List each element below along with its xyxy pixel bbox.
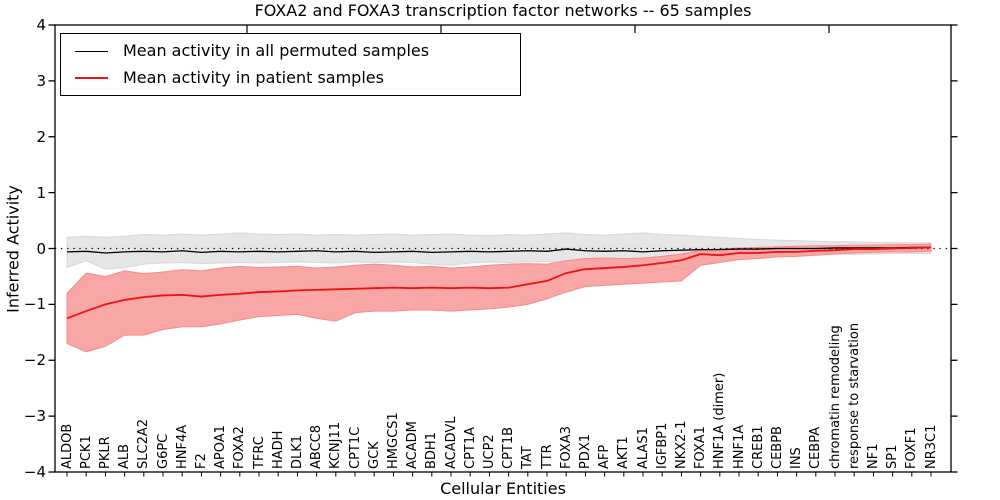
x-tick-label: HMGCS1 xyxy=(385,412,401,469)
y-tick-label: 1 xyxy=(36,183,46,202)
x-tick-label: PKLR xyxy=(97,436,113,469)
x-tick-label: UCP2 xyxy=(481,434,497,469)
x-tick-label: HNF4A xyxy=(174,424,190,469)
x-tick-label: ACADM xyxy=(405,421,421,469)
x-tick-label: CPT1B xyxy=(501,426,517,469)
x-tick-label: INS xyxy=(789,447,805,469)
x-tick-label: CEBPA xyxy=(808,426,824,469)
x-tick-label: response to starvation xyxy=(846,322,862,469)
permuted-line-sample xyxy=(75,50,108,52)
x-axis-label: Cellular Entities xyxy=(440,479,566,498)
y-tick-label: 2 xyxy=(36,127,46,146)
x-tick-label: FOXF1 xyxy=(904,427,920,469)
x-tick-label: FOXA1 xyxy=(693,426,709,469)
legend-label: Mean activity in patient samples xyxy=(123,67,384,87)
x-tick-label: PDX1 xyxy=(577,433,593,469)
x-tick-label: CREB1 xyxy=(750,425,766,469)
y-tick-label: −1 xyxy=(23,295,46,314)
x-tick-label: NR3C1 xyxy=(923,424,939,469)
x-tick-label: ALAS1 xyxy=(635,427,651,469)
x-tick-label: CEBPB xyxy=(769,426,785,469)
x-tick-label: SLC2A2 xyxy=(136,418,152,469)
x-tick-label: HADH xyxy=(270,430,286,469)
x-tick-label: ALB xyxy=(117,443,133,469)
y-tick-label: −4 xyxy=(23,463,46,481)
x-tick-label: BDH1 xyxy=(424,432,440,469)
x-tick-label: SP1 xyxy=(885,444,901,469)
x-tick-label: AKT1 xyxy=(616,436,632,469)
legend-entry-permuted: Mean activity in all permuted samples xyxy=(61,42,520,60)
y-tick-label: −2 xyxy=(23,351,46,370)
patient-band xyxy=(66,243,932,353)
y-tick-label: 0 xyxy=(36,239,46,258)
x-tick-label: DLK1 xyxy=(289,434,305,469)
patient-mean-line xyxy=(66,246,932,320)
x-tick-label: GCK xyxy=(366,441,382,469)
x-tick-label: TAT xyxy=(520,446,536,469)
x-tick-label: ABCC8 xyxy=(309,424,325,469)
permuted-mean-line xyxy=(66,246,931,254)
y-tick-label: 3 xyxy=(36,71,46,90)
x-tick-label: APOA1 xyxy=(213,425,229,469)
x-tick-label: G6PC xyxy=(155,433,171,469)
x-tick-label: ALDOB xyxy=(59,423,75,469)
x-tick-label: TFRC xyxy=(251,436,267,469)
page-title: FOXA2 and FOXA3 transcription factor net… xyxy=(254,1,752,20)
x-tick-label: AFP xyxy=(597,444,613,469)
x-tick-label: ACADVL xyxy=(443,416,459,469)
x-tick-label: IGFBP1 xyxy=(654,422,670,469)
patient-line-sample xyxy=(75,76,108,79)
y-tick-label: 4 xyxy=(36,16,46,34)
x-tick-label: FOXA3 xyxy=(558,426,574,469)
x-tick-label: TTR xyxy=(539,444,555,469)
legend: Mean activity in all permuted samples Me… xyxy=(60,33,521,96)
x-tick-label: chromatin remodeling xyxy=(827,325,843,469)
x-tick-label: PCK1 xyxy=(78,435,94,469)
legend-label: Mean activity in all permuted samples xyxy=(123,41,430,61)
x-tick-label: NF1 xyxy=(865,443,881,469)
x-tick-label: FOXA2 xyxy=(232,426,248,469)
y-tick-label: −3 xyxy=(23,407,46,426)
x-tick-label: CPT1A xyxy=(462,426,478,469)
x-tick-label: HNF1A xyxy=(731,424,747,469)
x-tick-label: NKX2-1 xyxy=(673,420,689,469)
x-tick-label: CPT1C xyxy=(347,426,363,469)
x-tick-label: KCNJ11 xyxy=(328,422,344,469)
legend-entry-patient: Mean activity in patient samples xyxy=(61,67,520,87)
x-tick-label: F2 xyxy=(193,453,209,469)
x-tick-label: HNF1A (dimer) xyxy=(712,372,728,469)
